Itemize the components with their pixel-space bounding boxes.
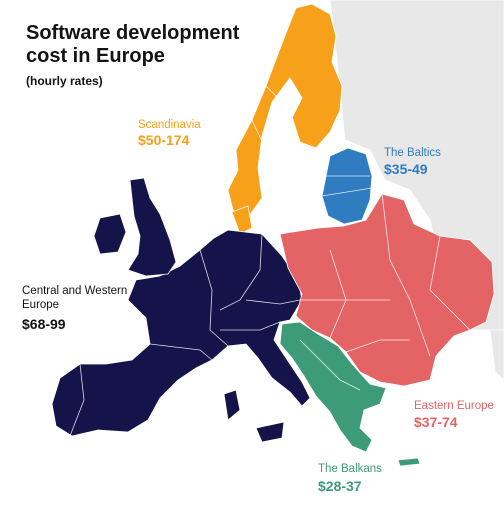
region-eastern <box>279 193 495 387</box>
region-italy-islands <box>255 421 285 443</box>
price-baltics: $35-49 <box>384 161 428 177</box>
label-central-western: Central and Western Europe <box>22 285 128 311</box>
price-balkans: $28-37 <box>318 478 362 494</box>
region-central-western <box>51 229 311 437</box>
page-title: Software development cost in Europe <box>26 22 240 67</box>
price-central-western: $68-99 <box>22 316 66 332</box>
country-borders <box>69 85 471 437</box>
region-italy-islands <box>223 389 241 421</box>
region-uk <box>127 177 177 277</box>
other-land <box>489 329 504 381</box>
region-balkans <box>397 457 421 467</box>
label-eastern: Eastern Europe <box>414 400 494 412</box>
region-scandinavia <box>227 3 343 223</box>
label-scandinavia: Scandinavia <box>138 119 201 131</box>
price-scandinavia: $50-174 <box>138 132 190 148</box>
price-eastern: $37-74 <box>414 414 458 430</box>
page-subtitle: (hourly rates) <box>26 74 103 88</box>
region-scandinavia <box>231 205 253 235</box>
label-baltics: The Baltics <box>384 147 441 159</box>
region-ireland <box>93 213 127 255</box>
region-balkans <box>279 321 387 453</box>
label-balkans: The Balkans <box>318 463 382 475</box>
region-baltics <box>321 147 373 225</box>
